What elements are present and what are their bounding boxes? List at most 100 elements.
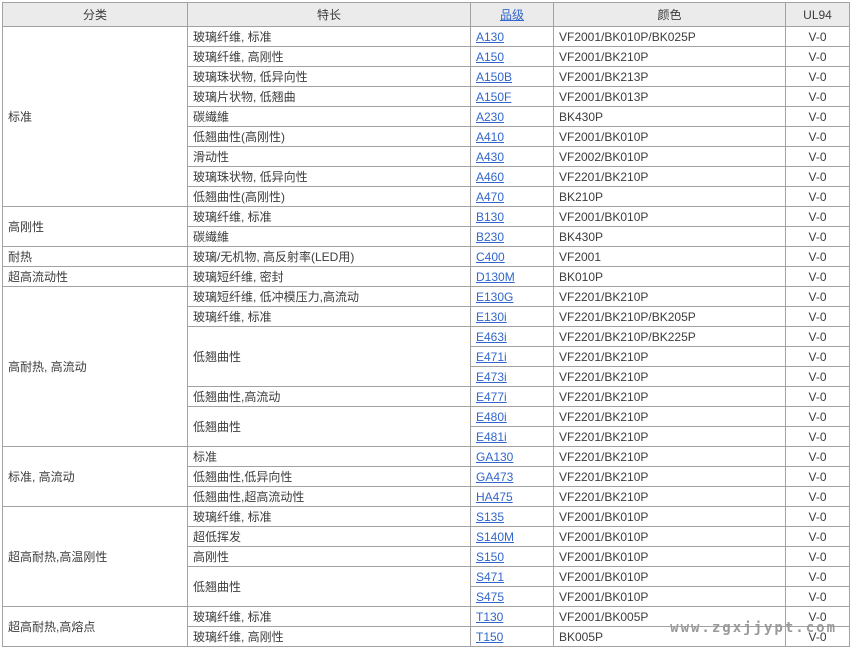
ul94-cell: V-0 (785, 386, 850, 407)
table-row: 碳繊維 A230 BK430P V-0 (3, 106, 850, 127)
table-body: 标准 玻璃纤维, 标准 A130 VF2001/BK010P/BK025P V-0 玻璃纤… (2, 26, 850, 647)
feature-cell: 玻璃纤维, 标准 (187, 506, 471, 527)
grade-cell: D130M (470, 266, 554, 287)
grade-link[interactable]: A150F (476, 89, 512, 104)
grade-link[interactable]: E473i (476, 369, 507, 384)
grade-link[interactable]: E130G (476, 289, 514, 304)
grade-link[interactable]: T150 (476, 629, 504, 644)
feature-cell: 低翘曲性 (187, 326, 471, 387)
grade-cell: S135 (470, 506, 554, 527)
table-row: E481i VF2201/BK210P V-0 (3, 426, 850, 447)
grade-link[interactable]: E481i (476, 429, 507, 444)
grade-link[interactable]: T130 (476, 609, 504, 624)
grade-link[interactable]: A150 (476, 49, 505, 64)
grade-link[interactable]: A460 (476, 169, 505, 184)
color-cell: VF2201/BK210P (553, 366, 786, 387)
grade-link[interactable]: GA130 (476, 449, 514, 464)
grade-cell: A150B (470, 66, 554, 87)
grade-link[interactable]: E471i (476, 349, 507, 364)
grade-link[interactable]: B130 (476, 209, 505, 224)
grade-link[interactable]: A430 (476, 149, 505, 164)
ul94-cell: V-0 (785, 346, 850, 367)
feature-cell: 高刚性 (187, 546, 471, 567)
table-row: 超高流动性 玻璃短纤维, 密封 D130M BK010P V-0 (2, 266, 850, 287)
table-row: 高刚性 玻璃纤维, 标准 B130 VF2001/BK010P V-0 (2, 206, 850, 247)
grade-link[interactable]: S135 (476, 509, 505, 524)
table-row: 低翘曲性,高流动 E477i VF2201/BK210P V-0 (3, 386, 850, 407)
color-cell: VF2201/BK210P (553, 486, 786, 507)
grade-link[interactable]: E477i (476, 389, 507, 404)
grade-link[interactable]: S150 (476, 549, 505, 564)
ul94-cell: V-0 (785, 326, 850, 347)
grade-cell: E477i (470, 386, 554, 407)
grade-cell: S140M (470, 526, 554, 547)
grade-link[interactable]: GA473 (476, 469, 514, 484)
category-cell: 超高耐热,高温刚性 (2, 506, 188, 607)
grade-link[interactable]: B230 (476, 229, 505, 244)
ul94-cell: V-0 (785, 106, 850, 127)
feature-cell: 玻璃纤维, 标准 (187, 606, 471, 627)
ul94-cell: V-0 (785, 66, 850, 87)
color-cell: VF2201/BK210P/BK205P (553, 306, 786, 327)
grade-cell: GA130 (470, 446, 554, 467)
table-row: 高刚性 S150 VF2001/BK010P V-0 (3, 546, 850, 567)
category-cell: 标准 (2, 26, 188, 207)
ul94-cell: V-0 (785, 426, 850, 447)
table-row: 低翘曲性(高刚性) A410 VF2001/BK010P V-0 (3, 126, 850, 147)
color-cell: VF2001/BK010P (553, 506, 786, 527)
ul94-cell: V-0 (785, 166, 850, 187)
feature-cell: 玻璃纤维, 标准 (187, 26, 471, 47)
grade-cell: A150F (470, 86, 554, 107)
color-cell: VF2001/BK213P (553, 66, 786, 87)
color-cell: BK430P (553, 226, 786, 247)
grade-link[interactable]: A230 (476, 109, 505, 124)
table-row: 玻璃纤维, 标准 E130i VF2201/BK210P/BK205P V-0 (3, 306, 850, 327)
table-row: E473i VF2201/BK210P V-0 (3, 366, 850, 387)
feature-cell: 玻璃/无机物, 高反射率(LED用) (187, 246, 471, 267)
feature-cell: 标准 (187, 446, 471, 467)
category-cell: 标准, 高流动 (2, 446, 188, 507)
category-cell: 高耐热, 高流动 (2, 286, 188, 447)
grade-cell: E480i (470, 406, 554, 427)
ul94-cell: V-0 (785, 86, 850, 107)
grade-cell: E130G (470, 286, 554, 307)
color-cell: VF2001/BK010P/BK025P (553, 26, 786, 47)
category-cell: 高刚性 (2, 206, 188, 247)
grade-link[interactable]: S475 (476, 589, 505, 604)
ul94-cell: V-0 (785, 586, 850, 607)
grade-cell: T130 (470, 606, 554, 627)
column-header-color: 颜色 (553, 2, 786, 27)
feature-cell: 玻璃纤维, 标准 (187, 206, 471, 227)
ul94-cell: V-0 (785, 626, 850, 647)
category-cell: 耐热 (2, 246, 188, 267)
grade-link[interactable]: E480i (476, 409, 507, 424)
grade-link[interactable]: A150B (476, 69, 513, 84)
color-cell: VF2001/BK010P (553, 126, 786, 147)
ul94-cell: V-0 (785, 406, 850, 427)
column-header-features: 特长 (187, 2, 471, 27)
grade-cell: E473i (470, 366, 554, 387)
color-cell: VF2201/BK210P (553, 426, 786, 447)
feature-cell: 低翘曲性(高刚性) (187, 126, 471, 147)
color-cell: BK430P (553, 106, 786, 127)
table-row: 低翘曲性,低异向性 GA473 VF2201/BK210P V-0 (3, 466, 850, 487)
ul94-cell: V-0 (785, 526, 850, 547)
grade-link[interactable]: E130i (476, 309, 507, 324)
grade-cell: E481i (470, 426, 554, 447)
grade-header-link[interactable]: 品级 (499, 8, 524, 22)
feature-cell: 低翘曲性,高流动 (187, 386, 471, 407)
grade-link[interactable]: E463i (476, 329, 507, 344)
table-row: 耐热 玻璃/无机物, 高反射率(LED用) C400 VF2001 V-0 (2, 246, 850, 267)
grade-link[interactable]: A410 (476, 129, 505, 144)
grade-link[interactable]: D130M (476, 269, 515, 284)
ul94-cell: V-0 (785, 306, 850, 327)
table-row: 滑动性 A430 VF2002/BK010P V-0 (3, 146, 850, 167)
grade-link[interactable]: A130 (476, 29, 505, 44)
grade-link[interactable]: A470 (476, 189, 505, 204)
grade-link[interactable]: HA475 (476, 489, 513, 504)
grade-link[interactable]: C400 (476, 249, 505, 264)
grade-link[interactable]: S471 (476, 569, 505, 584)
feature-cell: 低翘曲性 (187, 406, 471, 447)
color-cell: VF2201/BK210P (553, 466, 786, 487)
grade-link[interactable]: S140M (476, 529, 515, 544)
